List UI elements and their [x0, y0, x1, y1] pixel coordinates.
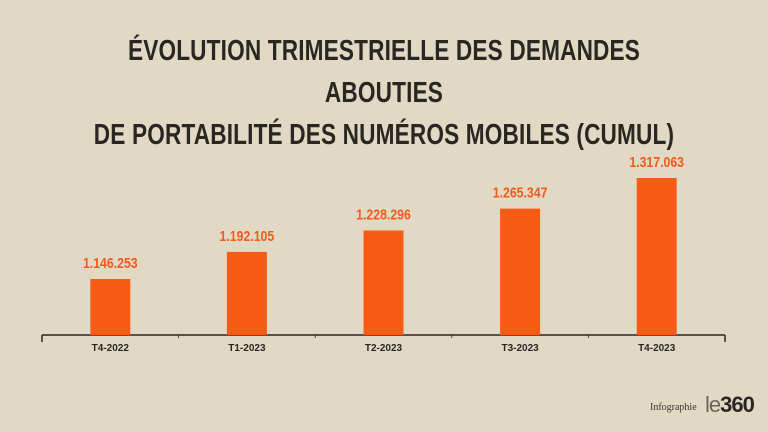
logo-suffix: 360 — [720, 392, 755, 417]
x-tick-label: T4-2023 — [638, 343, 676, 354]
x-tick-label: T1-2023 — [228, 343, 266, 354]
le360-logo: le360 — [705, 392, 755, 418]
bar-t1-2023 — [226, 251, 267, 335]
bar-t2-2023 — [363, 230, 404, 335]
x-tick-label: T4-2022 — [92, 343, 130, 354]
x-tick-label: T2-2023 — [365, 343, 403, 354]
bar-t4-2023 — [636, 178, 677, 335]
data-label: 1.265.347 — [493, 184, 548, 200]
data-label: 1.317.063 — [629, 154, 684, 170]
credit-text: Infographie — [650, 402, 697, 413]
bar-t4-2022 — [90, 278, 131, 335]
bar-t3-2023 — [500, 208, 541, 335]
data-label: 1.228.296 — [356, 206, 411, 222]
chart-title-line-1: ÉVOLUTION TRIMESTRIELLE DES DEMANDES ABO… — [127, 35, 641, 109]
data-label: 1.146.253 — [83, 255, 138, 271]
chart-title: ÉVOLUTION TRIMESTRIELLE DES DEMANDES ABO… — [84, 30, 683, 156]
x-tick-label: T3-2023 — [501, 343, 539, 354]
logo-prefix: le — [705, 392, 721, 417]
data-label: 1.192.105 — [220, 228, 275, 244]
chart-title-line-2: DE PORTABILITÉ DES NUMÉROS MOBILES (CUMU… — [93, 119, 675, 151]
